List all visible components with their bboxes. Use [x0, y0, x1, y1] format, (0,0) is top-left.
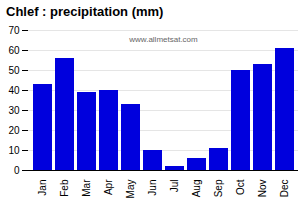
- svg-text:Jul: Jul: [169, 180, 180, 193]
- svg-text:Dec: Dec: [279, 180, 290, 198]
- svg-text:Feb: Feb: [59, 179, 70, 197]
- svg-text:60: 60: [8, 45, 20, 56]
- svg-text:Sep: Sep: [213, 179, 224, 197]
- svg-text:70: 70: [8, 25, 20, 36]
- svg-text:Apr: Apr: [103, 179, 114, 195]
- svg-text:10: 10: [8, 145, 20, 156]
- svg-text:Jun: Jun: [147, 180, 158, 196]
- svg-text:www.allmetsat.com: www.allmetsat.com: [128, 35, 198, 44]
- svg-text:Nov: Nov: [257, 180, 268, 198]
- svg-text:40: 40: [8, 85, 20, 96]
- svg-text:20: 20: [8, 125, 20, 136]
- svg-text:30: 30: [8, 105, 20, 116]
- svg-text:Oct: Oct: [235, 179, 246, 195]
- svg-text:Mar: Mar: [81, 179, 92, 197]
- svg-text:Aug: Aug: [191, 180, 202, 198]
- svg-text:May: May: [125, 180, 136, 199]
- svg-text:Jan: Jan: [37, 180, 48, 196]
- svg-text:50: 50: [8, 65, 20, 76]
- html-text:Chlef : precipitation (mm): Chlef : precipitation (mm): [6, 4, 164, 19]
- svg-text:0: 0: [14, 165, 20, 176]
